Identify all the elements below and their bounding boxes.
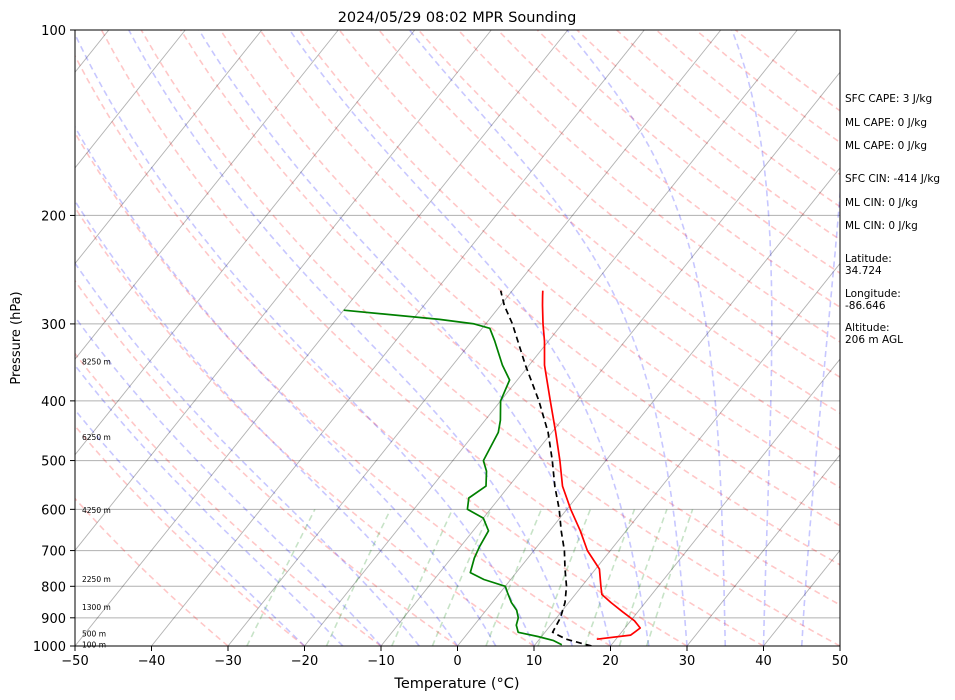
y-tick-label: 400 (41, 395, 66, 410)
isotherm-line (304, 30, 798, 646)
isotherm-line (533, 262, 840, 646)
sounding-parameters-panel: SFC CAPE: 3 J/kg ML CAPE: 0 J/kg ML CAPE… (845, 0, 955, 700)
x-tick-label: −40 (138, 654, 165, 669)
sfc-cape-text: SFC CAPE: 3 J/kg (845, 93, 933, 105)
x-tick-label: 0 (453, 654, 461, 669)
x-tick-label: −50 (61, 654, 88, 669)
dry-adiabat-line (75, 497, 229, 646)
mixing-ratio-line (618, 509, 668, 646)
longitude-text: Longitude: -86.646 (845, 288, 901, 312)
altitude-text: Altitude: 206 m AGL (845, 322, 903, 346)
isotherm-line (686, 454, 840, 646)
y-tick-label: 500 (41, 455, 66, 470)
mixing-ratio-line (246, 508, 316, 646)
dry-adiabat-line (75, 131, 611, 646)
y-tick-label: 700 (41, 545, 66, 560)
isotherm-line (610, 358, 840, 646)
height-label: 100 m (82, 641, 106, 650)
ml-cin-text: ML CIN: 0 J/kg (845, 197, 918, 209)
sounding-profiles (343, 290, 642, 646)
axes: −50 −40 −30 −20 −10 0 10 20 30 40 50 1000 900 800 700 6… (33, 24, 848, 669)
x-tick-label: 30 (679, 654, 696, 669)
sounding-series-2 (499, 290, 592, 646)
x-tick-label: −10 (367, 654, 394, 669)
height-labels: 100 m 500 m 1300 m 2250 m 4250 m 6250 m 8250 m (82, 357, 111, 649)
x-tick-label: 20 (602, 654, 619, 669)
moist-adiabat-line (128, 30, 574, 646)
chart-title: 2024/05/29 08:02 MPR Sounding (338, 10, 577, 26)
moist-adiabat-line (75, 125, 497, 646)
x-tick-label: −30 (214, 654, 241, 669)
mixing-ratio-line (485, 508, 543, 646)
dry-adiabat-line (75, 279, 458, 646)
isotherm-line (227, 30, 722, 646)
mixing-ratio-line (645, 509, 694, 646)
isotherm-line (75, 30, 339, 360)
moist-adiabat-line (198, 30, 612, 646)
isotherm-line (75, 30, 186, 169)
isotherm-line (75, 30, 569, 646)
y-tick-label: 600 (41, 503, 66, 518)
mixing-ratio-line (431, 508, 492, 646)
dry-adiabat-line (100, 30, 764, 646)
moist-adiabat-line (75, 261, 420, 646)
mixing-ratio-line (391, 508, 454, 646)
moist-adiabat-line (75, 315, 382, 646)
y-tick-label: 1000 (33, 640, 66, 655)
dry-adiabat-line (219, 30, 840, 566)
mixing-ratio-line (584, 509, 636, 646)
height-label: 6250 m (82, 433, 111, 442)
moist-adiabat-line (408, 30, 688, 646)
moist-adiabat-line (75, 32, 535, 646)
sfc-cin-text: SFC CIN: -414 J/kg (845, 173, 941, 185)
isotherm-line (380, 71, 840, 646)
height-label: 4250 m (82, 506, 111, 515)
isotherm-line (457, 167, 840, 646)
latitude-text: Latitude: 34.724 (845, 253, 892, 277)
background-grid (75, 30, 840, 646)
dry-adiabat-line (75, 206, 535, 646)
dry-adiabat-line (75, 352, 382, 646)
x-tick-label: −20 (291, 654, 318, 669)
ml-cin-text-2: ML CIN: 0 J/kg (845, 220, 918, 232)
moist-adiabat-line (75, 364, 344, 646)
moist-adiabat-line (566, 30, 727, 646)
moist-adiabat-line (731, 30, 773, 646)
x-tick-label: 40 (755, 654, 772, 669)
mixing-ratio-line (537, 509, 592, 646)
x-tick-label: 50 (832, 654, 849, 669)
height-label: 2250 m (82, 575, 111, 584)
dry-adiabat-line (140, 30, 840, 646)
ml-cape-text: ML CAPE: 0 J/kg (845, 117, 928, 129)
height-label: 8250 m (82, 357, 111, 366)
moist-adiabat-line (75, 199, 459, 646)
dry-adiabat-line (180, 30, 840, 606)
moist-adiabat-line (75, 408, 306, 646)
moist-adiabat-line (288, 30, 650, 646)
isotherm-line (75, 30, 492, 552)
height-label: 500 m (82, 630, 106, 639)
ml-cape-text-2: ML CAPE: 0 J/kg (845, 140, 928, 152)
y-tick-label: 300 (41, 318, 66, 333)
x-tick-label: 10 (526, 654, 543, 669)
moist-adiabat-line (801, 184, 840, 646)
y-tick-label: 100 (41, 24, 66, 39)
dry-adiabat-line (417, 30, 840, 379)
y-tick-label: 900 (41, 612, 66, 627)
isotherm-line (151, 30, 645, 646)
y-axis-label: Pressure (hPa) (9, 291, 24, 384)
x-axis-label: Temperature (°C) (393, 676, 519, 692)
isotherm-line (75, 30, 416, 456)
isotherm-line (75, 30, 263, 265)
height-label: 1300 m (82, 603, 111, 612)
y-tick-label: 800 (41, 580, 66, 595)
mixing-ratio-line (325, 508, 392, 646)
dry-adiabat-line (378, 30, 840, 415)
dry-adiabat-line (75, 54, 688, 646)
sounding-series-1 (343, 309, 563, 646)
dry-adiabat-line (457, 30, 840, 343)
sounding-series-0 (541, 290, 642, 641)
y-tick-label: 200 (41, 209, 66, 224)
